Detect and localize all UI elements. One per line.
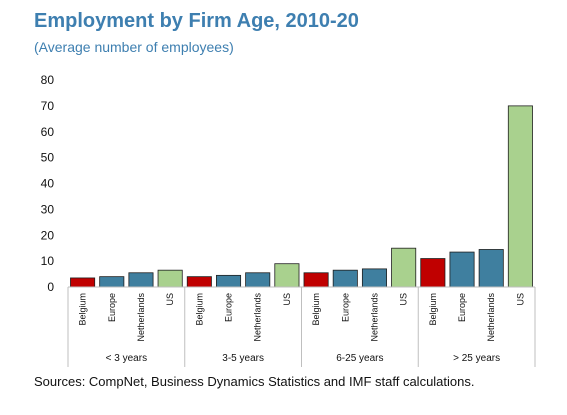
- bar-belgium-3: [303, 272, 329, 288]
- category-label: US: [515, 293, 525, 306]
- category-label: Europe: [457, 293, 467, 322]
- category-label: US: [282, 293, 292, 306]
- y-axis: 0 10 20 30 40 50 60 70 80: [41, 73, 55, 294]
- source-note: Sources: CompNet, Business Dynamics Stat…: [34, 374, 475, 389]
- category-label: Europe: [107, 293, 117, 322]
- y-tick-label: 70: [41, 99, 55, 113]
- group-label: > 25 years: [453, 353, 500, 364]
- y-tick-label: 10: [41, 254, 55, 268]
- bar-belgium-1: [70, 277, 96, 288]
- y-tick-label: 30: [41, 202, 55, 216]
- bar-belgium-2: [186, 276, 212, 288]
- category-label: Netherlands: [369, 293, 379, 342]
- bar-europe-3: [332, 269, 358, 288]
- category-label: Netherlands: [136, 293, 146, 342]
- bar-netherlands-1: [128, 272, 154, 288]
- y-tick-label: 0: [47, 280, 54, 294]
- y-tick-label: 60: [41, 125, 55, 139]
- bar-netherlands-3: [361, 268, 387, 288]
- category-label: Europe: [224, 293, 234, 322]
- y-tick-label: 50: [41, 151, 55, 165]
- bar-us-1: [157, 269, 183, 288]
- bar-europe-4: [449, 251, 475, 288]
- bar-europe-2: [216, 274, 242, 288]
- bar-europe-1: [99, 276, 125, 288]
- category-label: Belgium: [311, 293, 321, 326]
- chart-title: Employment by Firm Age, 2010-20: [34, 10, 359, 32]
- category-label: Belgium: [194, 293, 204, 326]
- bar-us-3: [391, 247, 417, 288]
- bar-belgium-4: [420, 258, 446, 288]
- category-label: Netherlands: [486, 293, 496, 342]
- category-label: US: [399, 293, 409, 306]
- category-label: Belgium: [428, 293, 438, 326]
- y-tick-label: 80: [41, 73, 55, 87]
- y-tick-label: 20: [41, 228, 55, 242]
- category-label: Belgium: [78, 293, 88, 326]
- bar-us-4: [507, 105, 533, 288]
- x-axis: Belgium Europe Netherlands US < 3 years Belgi…: [67, 286, 536, 367]
- group-label: 6-25 years: [336, 353, 383, 364]
- bar-us-2: [274, 263, 300, 288]
- group-label: 3-5 years: [222, 353, 264, 364]
- category-label: Netherlands: [253, 293, 263, 342]
- bar-netherlands-2: [245, 272, 271, 288]
- bar-netherlands-4: [478, 249, 504, 288]
- y-tick-label: 40: [41, 177, 55, 191]
- category-label: Europe: [340, 293, 350, 322]
- bars: [70, 105, 533, 288]
- chart-subtitle: (Average number of employees): [34, 39, 234, 55]
- category-label: US: [165, 293, 175, 306]
- group-label: < 3 years: [106, 353, 147, 364]
